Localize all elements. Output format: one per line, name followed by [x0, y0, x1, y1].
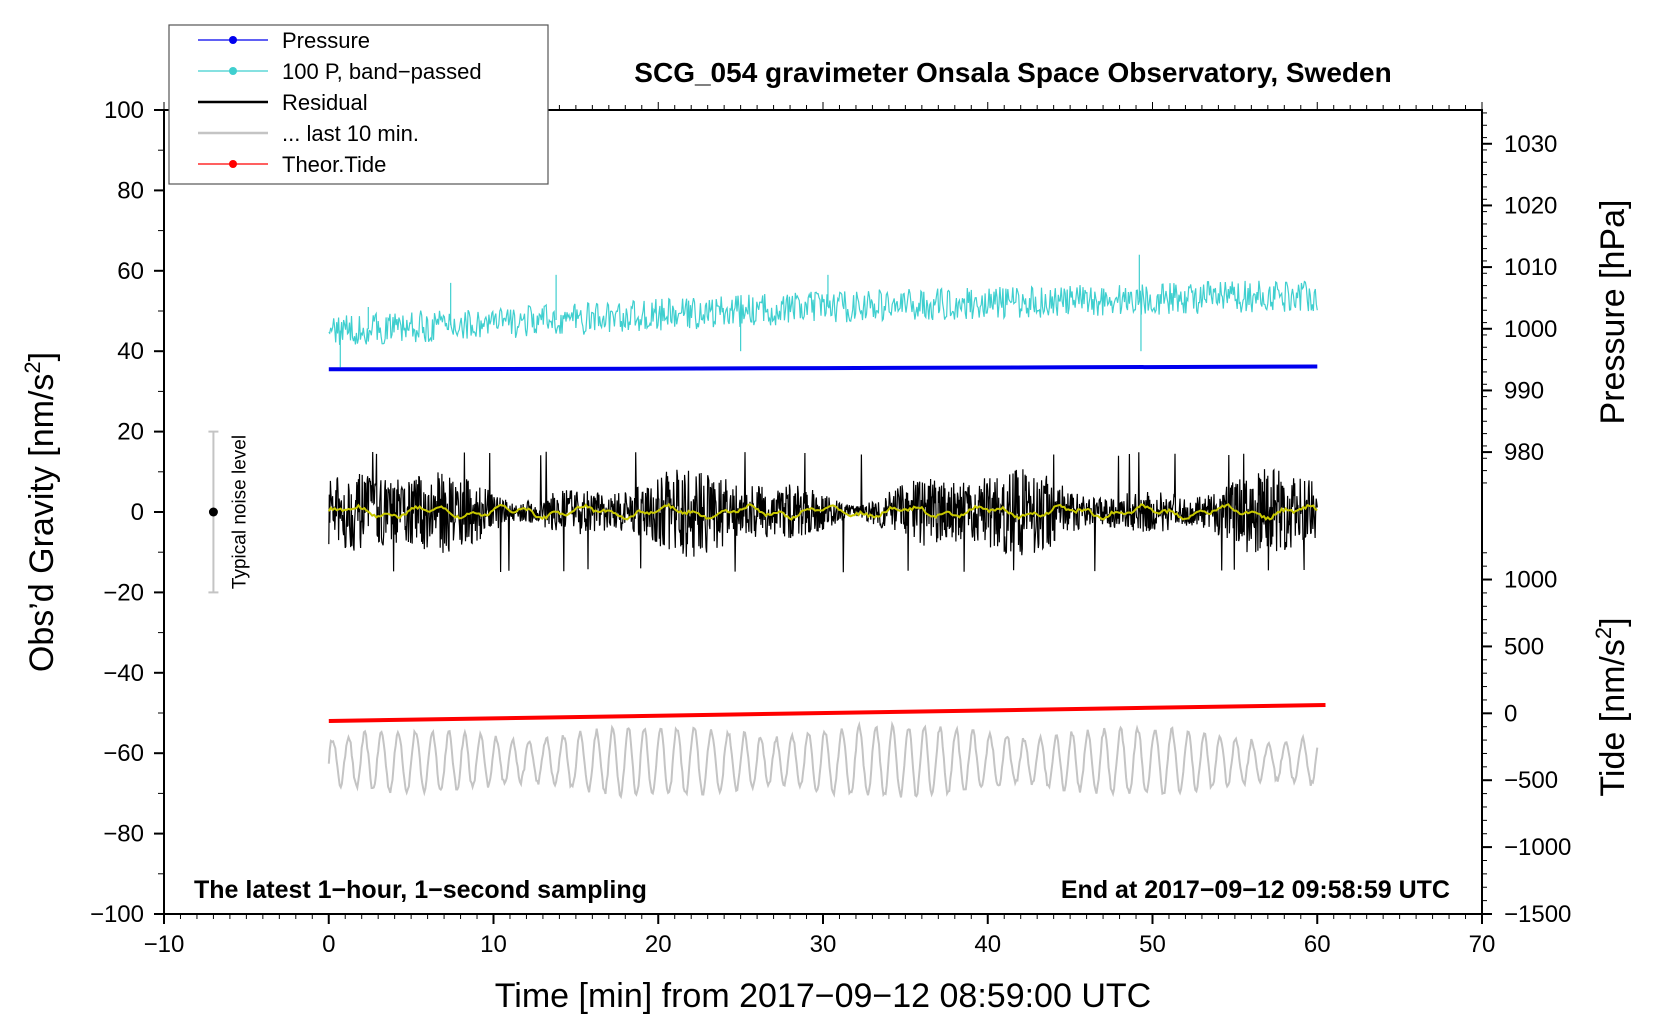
tide-axis-ticks: 1000 500 0 −500 −1000 −1500	[1482, 552, 1571, 928]
series-running-mean	[327, 502, 1318, 521]
legend-label: Pressure	[282, 28, 370, 53]
y-tick-label: 60	[117, 258, 144, 285]
x-tick-label: 20	[645, 931, 672, 958]
pressure-tick-label: 1030	[1504, 131, 1557, 158]
tide-tick-label: 1000	[1504, 567, 1557, 594]
y-tick-label: −40	[103, 660, 144, 687]
y-tick-label: −60	[103, 740, 144, 767]
annotation-left: The latest 1−hour, 1−second sampling	[194, 876, 647, 904]
y-tick-label: −100	[90, 901, 144, 928]
series-band-passed	[328, 280, 1318, 345]
series-layer	[327, 254, 1326, 800]
x-tick-label: 50	[1139, 931, 1166, 958]
legend-marker	[229, 160, 237, 168]
tide-tick-label: 0	[1504, 700, 1517, 727]
series-theoretical-tide	[328, 703, 1326, 723]
series-residual	[328, 451, 1318, 573]
pressure-axis-ticks: 1030 1020 1010 1000 990 980	[1482, 112, 1557, 484]
x-axis-ticks: −10 0 10 20 30 40 50 60 70	[144, 914, 1496, 958]
chart-title: SCG_054 gravimeter Onsala Space Observat…	[634, 57, 1391, 88]
x-tick-label: −10	[144, 931, 185, 958]
x-tick-label: 60	[1304, 931, 1331, 958]
y-tick-label: 20	[117, 419, 144, 446]
noise-bar-label: Typical noise level	[229, 435, 250, 589]
y-tick-label: 80	[117, 177, 144, 204]
pressure-tick-label: 990	[1504, 377, 1544, 404]
legend-box	[168, 24, 549, 185]
legend-marker	[229, 36, 237, 44]
series-last-10-min	[327, 720, 1319, 800]
y-axis-label-tide: Tide [nm/s2]	[1591, 617, 1632, 796]
y-axis-label-pressure: Pressure [hPa]	[1594, 200, 1632, 425]
x-tick-label: 0	[322, 931, 335, 958]
y-axis-ticks: 100 80 60 40 20 0 −20 −40 −60 −80 −100	[90, 97, 164, 928]
x-tick-label: 40	[974, 931, 1001, 958]
noise-bar-dot	[208, 507, 218, 517]
annotation-right: End at 2017−09−12 09:58:59 UTC	[1061, 876, 1450, 904]
pressure-tick-label: 1010	[1504, 254, 1557, 281]
pressure-tick-label: 1020	[1504, 192, 1557, 219]
legend: Pressure 100 P, band−passed Residual ... la…	[168, 24, 549, 185]
legend-label: Residual	[282, 90, 368, 115]
legend-label: ... last 10 min.	[282, 121, 419, 146]
x-tick-label: 30	[810, 931, 837, 958]
y-tick-label: −20	[103, 579, 144, 606]
x-tick-label: 70	[1469, 931, 1496, 958]
tide-tick-label: −500	[1504, 767, 1558, 794]
y-tick-label: 0	[131, 499, 144, 526]
x-axis-label: Time [min] from 2017−09−12 08:59:00 UTC	[495, 977, 1151, 1015]
y-tick-label: 40	[117, 338, 144, 365]
y-tick-label: 100	[104, 97, 144, 124]
x-tick-label: 10	[480, 931, 507, 958]
y-tick-label: −80	[103, 821, 144, 848]
y-axis-label-left: Obs’d Gravity [nm/s2]	[20, 352, 61, 672]
tide-tick-label: −1000	[1504, 834, 1571, 861]
pressure-tick-label: 1000	[1504, 316, 1557, 343]
series-pressure	[328, 364, 1318, 372]
pressure-tick-label: 980	[1504, 439, 1544, 466]
noise-level-bar: Typical noise level	[208, 430, 250, 594]
legend-label: Theor.Tide	[282, 152, 386, 177]
legend-marker	[229, 67, 237, 75]
tide-tick-label: 500	[1504, 633, 1544, 660]
legend-label: 100 P, band−passed	[282, 59, 482, 84]
tide-tick-label: −1500	[1504, 901, 1571, 928]
